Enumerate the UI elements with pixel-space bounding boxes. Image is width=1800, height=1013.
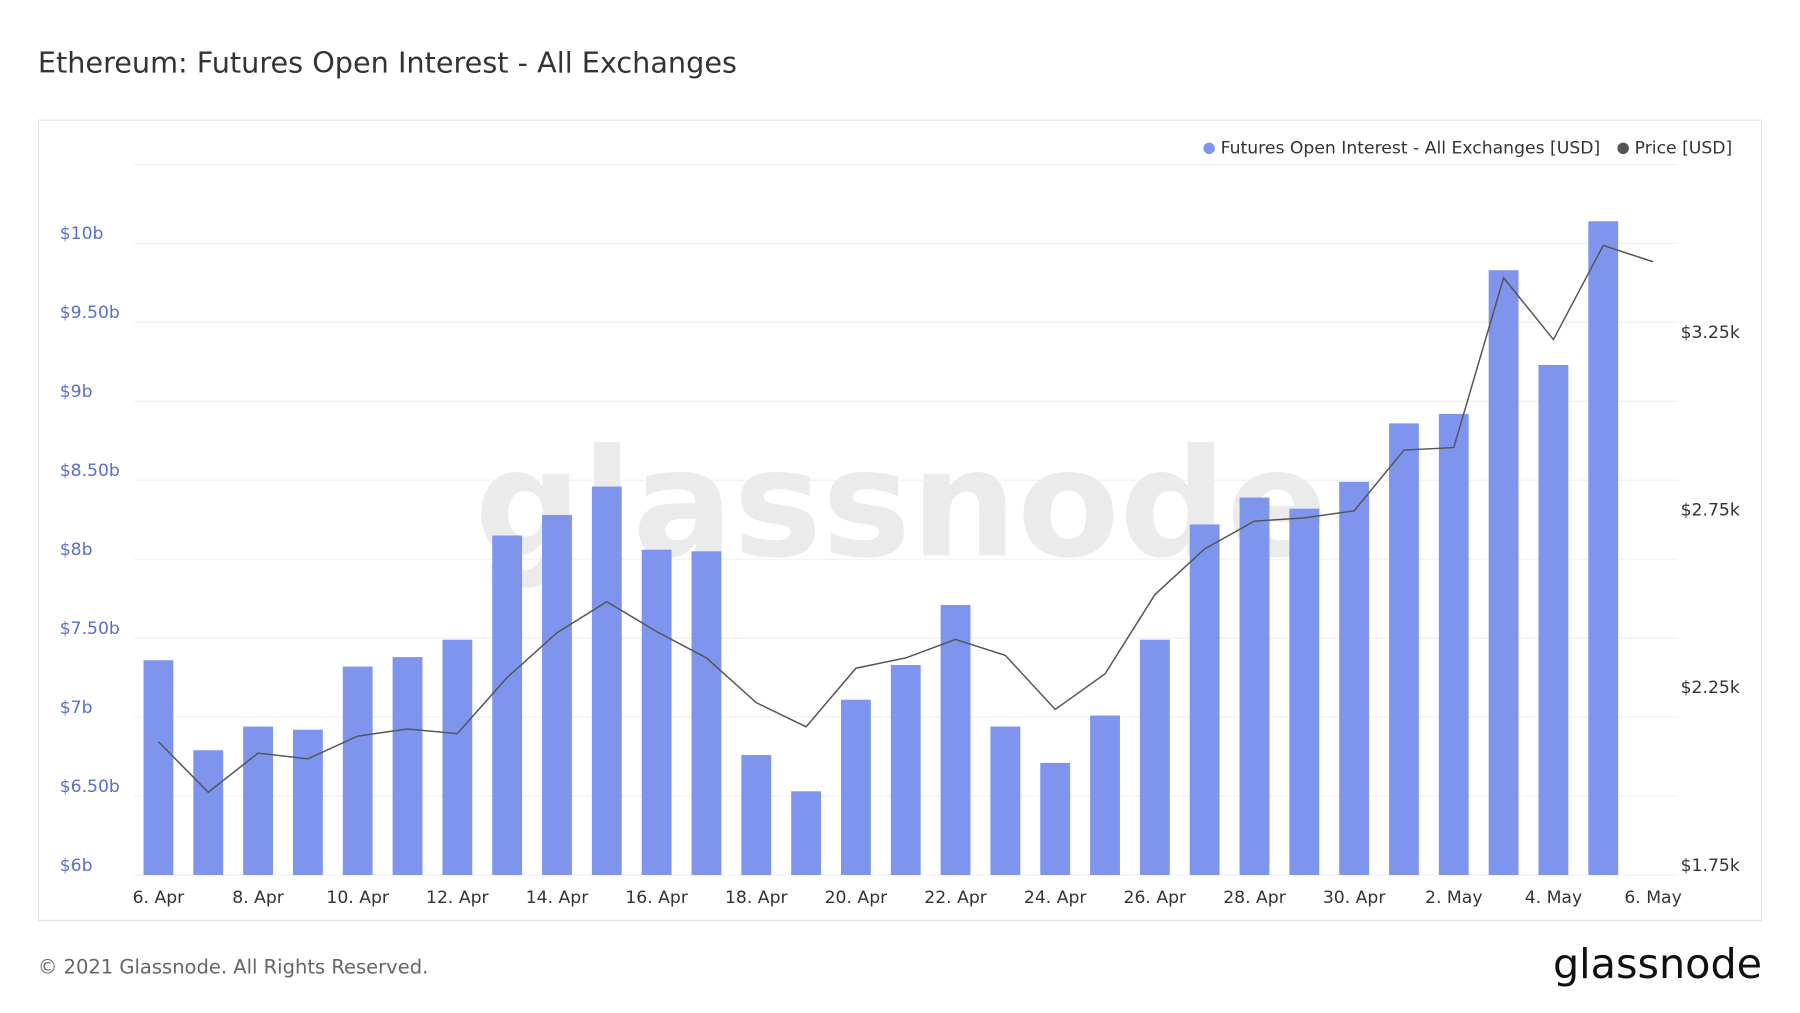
bar [1339,481,1370,875]
legend-marker [1203,142,1215,155]
bar [1090,715,1120,875]
bar [940,604,971,875]
bar [641,549,672,875]
x-tick-label: 14. Apr [526,888,590,908]
x-tick-label: 6. Apr [133,888,186,908]
x-tick-label: 6. May [1624,888,1681,908]
y2-tick-label: $1.75k [1681,856,1740,876]
x-tick-label: 12. Apr [426,888,490,908]
y-tick-label: $6b [60,856,93,876]
chart-title: Ethereum: Futures Open Interest - All Ex… [38,46,737,80]
legend-label: Futures Open Interest - All Exchanges [U… [1221,138,1601,158]
bar [1289,508,1320,875]
bar [1239,497,1270,875]
bar [1488,270,1519,875]
footer-logo: glassnode [1553,940,1762,988]
bar [193,750,224,875]
bar [442,639,473,875]
y-tick-label: $9b [60,382,93,402]
x-tick-label: 16. Apr [625,888,689,908]
x-tick-label: 2. May [1425,888,1482,908]
x-tick-label: 26. Apr [1124,888,1188,908]
bar [791,791,822,875]
x-tick-label: 20. Apr [825,888,889,908]
legend-marker [1617,142,1629,155]
plot-layer: $6b $6.50b $7b $7.50b $8b $8.50b $9b $9.50b $10b… [60,138,1740,908]
bar [691,551,722,875]
x-tick-label: 4. May [1525,888,1582,908]
bar [1189,524,1220,875]
bar [342,666,373,875]
y-tick-label: $7.50b [60,619,120,639]
y-tick-label: $8b [60,540,93,560]
y-tick-label: $10b [60,224,104,244]
bar [840,699,871,875]
legend-label: Price [USD] [1635,138,1733,158]
x-tick-label: 8. Apr [232,888,285,908]
bar [1538,364,1569,875]
bar [1040,762,1071,875]
bar [741,754,772,875]
x-tick-label: 10. Apr [326,888,390,908]
x-tick-label: 24. Apr [1024,888,1088,908]
bar [542,514,572,875]
plot-frame [37,119,1763,921]
bar [1139,639,1170,875]
bar [392,657,423,875]
bar [243,726,273,875]
bar [1389,423,1419,875]
price-line [157,244,1654,794]
y2-tick-label: $3.25k [1681,323,1740,343]
x-tick-label: 28. Apr [1223,888,1287,908]
footer-copyright: © 2021 Glassnode. All Rights Reserved. [38,955,428,978]
bar [890,664,921,875]
y-tick-label: $6.50b [60,777,120,797]
bar [1588,221,1619,875]
bar [591,486,622,875]
bar [1438,413,1469,875]
y-tick-label: $7b [60,698,93,718]
y-tick-label: $8.50b [60,461,120,481]
bar [292,729,323,875]
y2-tick-label: $2.25k [1681,678,1740,698]
x-tick-label: 22. Apr [924,888,988,908]
bar [492,535,523,875]
y-tick-label: $9.50b [60,303,120,323]
y2-tick-label: $2.75k [1681,501,1740,521]
bar [990,726,1021,875]
x-tick-label: 18. Apr [725,888,789,908]
bar [143,660,174,875]
x-tick-label: 30. Apr [1323,888,1387,908]
